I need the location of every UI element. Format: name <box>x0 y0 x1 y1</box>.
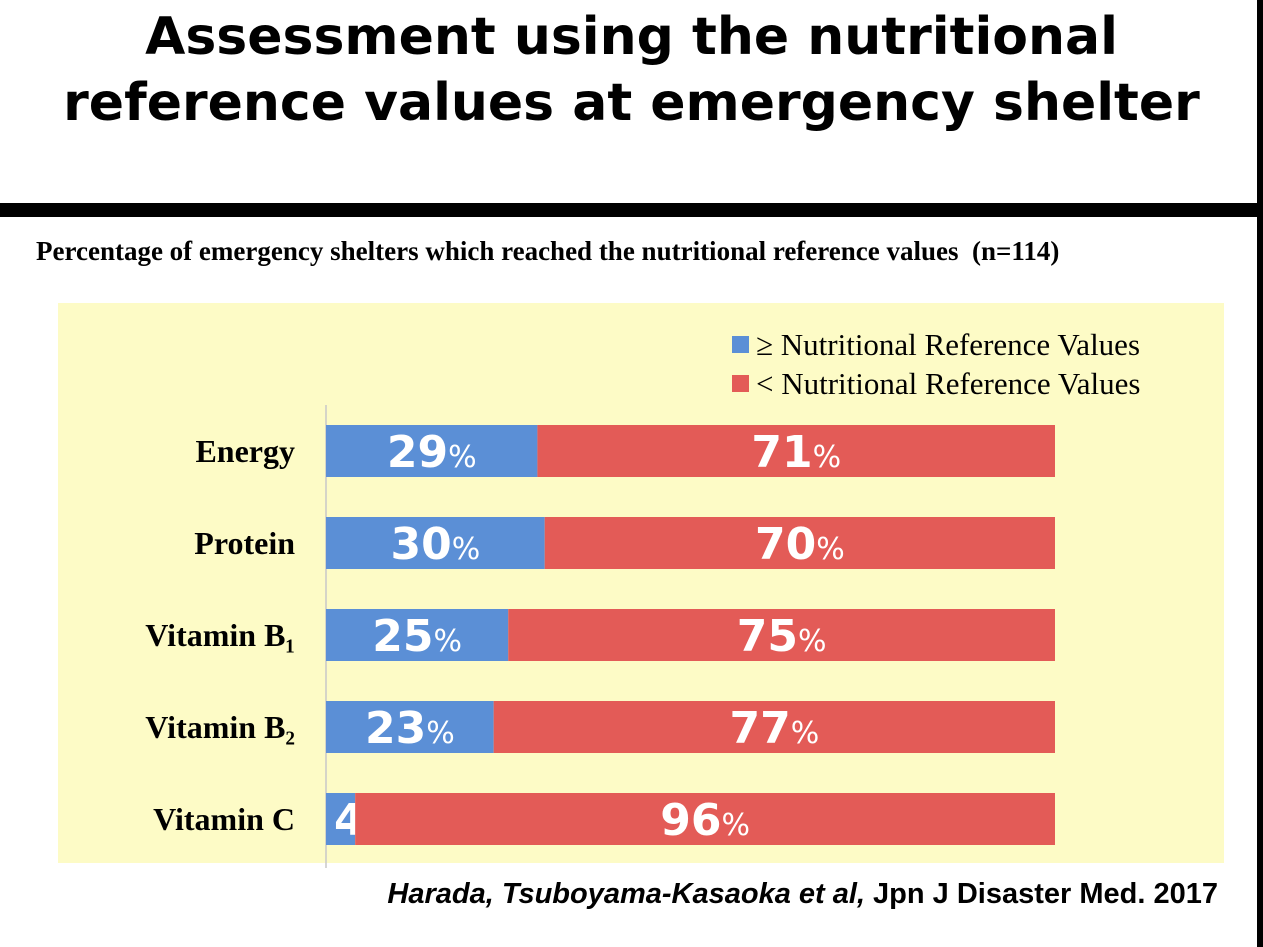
bar-segment <box>537 425 1055 477</box>
data-label: 25% <box>372 611 462 662</box>
category-label: Vitamin B₂ <box>145 709 295 745</box>
bar-segment <box>326 793 356 845</box>
data-label: 30% <box>390 519 480 570</box>
data-label: 71% <box>751 427 841 478</box>
bar-segment <box>508 609 1055 661</box>
citation-authors: Harada, Tsuboyama-Kasaoka et al, <box>387 878 865 910</box>
slide-title: Assessment using the nutritional referen… <box>0 4 1263 136</box>
bar-segment <box>493 701 1055 753</box>
data-label: 29% <box>387 427 477 478</box>
chart-background-panel <box>58 303 1224 863</box>
legend-swatch <box>732 375 749 392</box>
category-label: Protein <box>194 525 295 561</box>
legend-label: < Nutritional Reference Values <box>756 366 1140 401</box>
bar-segment <box>326 517 545 569</box>
data-label: 23% <box>365 703 455 754</box>
bar-segment <box>355 793 1055 845</box>
bar-segment <box>326 701 494 753</box>
data-label: 75% <box>737 611 827 662</box>
data-label: 96% <box>660 795 750 846</box>
slide-right-border <box>1257 0 1263 947</box>
citation: Harada, Tsuboyama-Kasaoka et al, Jpn J D… <box>0 876 1218 912</box>
category-label: Vitamin B₁ <box>145 617 295 653</box>
category-label: Energy <box>195 433 295 469</box>
data-label: 70% <box>755 519 845 570</box>
title-line-1: Assessment using the nutritional <box>145 7 1118 67</box>
data-label: 77% <box>729 703 819 754</box>
title-line-2: reference values at emergency shelter <box>63 73 1200 133</box>
category-label: Vitamin C <box>153 801 295 837</box>
legend-swatch <box>732 336 749 353</box>
chart-title: Percentage of emergency shelters which r… <box>36 236 1060 266</box>
bar-segment <box>544 517 1055 569</box>
bar-segment <box>326 609 509 661</box>
title-divider <box>0 203 1263 217</box>
bar-segment <box>326 425 538 477</box>
legend-label: ≥ Nutritional Reference Values <box>756 327 1140 362</box>
citation-source: Jpn J Disaster Med. 2017 <box>865 878 1218 910</box>
